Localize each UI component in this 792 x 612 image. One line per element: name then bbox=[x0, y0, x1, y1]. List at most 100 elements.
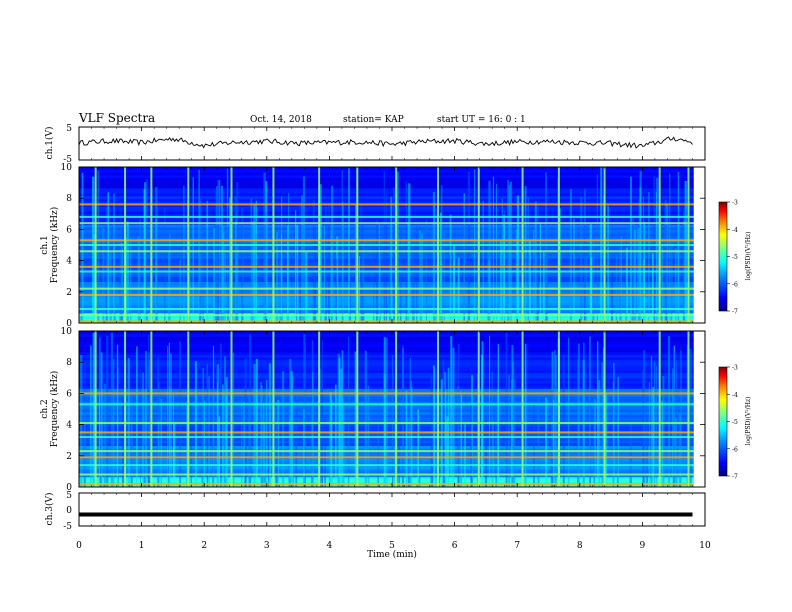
spectrogram-streak bbox=[229, 197, 231, 323]
spectrogram-streak bbox=[360, 204, 362, 323]
spectrogram-streak bbox=[402, 345, 404, 487]
spectrogram-streak bbox=[220, 343, 222, 487]
spectrogram-streak bbox=[491, 371, 493, 487]
colorbar-tick-label: -7 bbox=[732, 309, 738, 316]
spectrogram-row bbox=[79, 458, 705, 462]
spectrogram-streak bbox=[457, 257, 460, 323]
spectrogram-band bbox=[79, 392, 705, 395]
spectrogram-streak bbox=[416, 222, 418, 323]
spectrogram-streak bbox=[417, 409, 420, 487]
spectrogram-streak bbox=[106, 336, 109, 487]
spectrogram-streak bbox=[477, 373, 479, 487]
spectrogram-streak bbox=[319, 184, 322, 323]
spectrogram-row bbox=[79, 432, 705, 436]
spectrogram-streak bbox=[620, 235, 622, 323]
spectrogram-band bbox=[79, 244, 705, 246]
spectrogram-streak bbox=[215, 194, 218, 323]
spectrogram-streak bbox=[255, 200, 257, 323]
spectrogram-streak bbox=[625, 247, 628, 323]
time-tick-label: 3 bbox=[264, 541, 270, 551]
spectrogram-streak bbox=[492, 420, 494, 487]
spectrogram-streak bbox=[81, 172, 84, 323]
spectrogram-streak bbox=[324, 206, 327, 323]
spectrogram-streak bbox=[89, 345, 92, 487]
spectrogram-streak bbox=[650, 356, 653, 487]
spectrogram-streak bbox=[643, 350, 646, 487]
spectrogram-streak bbox=[290, 371, 293, 487]
spectrogram-streak bbox=[577, 343, 580, 487]
spectrogram-row bbox=[79, 370, 705, 374]
spectrogram-streak bbox=[503, 214, 505, 323]
spectrogram-streak bbox=[605, 394, 608, 487]
spectrogram-streak bbox=[222, 384, 224, 487]
spectrogram-row bbox=[79, 336, 705, 340]
spectrogram-streak bbox=[253, 203, 256, 323]
ch1-spectrogram-panel: 0 2 4 6 8 10 ch.1 Frequency (kHz) bbox=[40, 163, 706, 329]
spectrogram-streak bbox=[279, 258, 282, 323]
frequency-tick-label: 0 bbox=[66, 483, 72, 493]
spectrogram-streak bbox=[534, 201, 537, 323]
spectrogram-row bbox=[79, 461, 705, 465]
spectrogram-streak bbox=[550, 390, 553, 487]
spectrogram-streak bbox=[312, 372, 314, 487]
spectrogram-row bbox=[79, 185, 705, 189]
ch3-waveform-ticks bbox=[78, 493, 706, 526]
spectrogram-row bbox=[79, 354, 705, 358]
spectrogram-impulse bbox=[356, 167, 359, 323]
spectrogram-streak bbox=[328, 205, 330, 323]
spectrogram-row bbox=[79, 416, 705, 420]
spectrogram-streak bbox=[168, 233, 171, 323]
frequency-tick-label: 10 bbox=[61, 327, 73, 337]
spectrogram-row bbox=[79, 448, 705, 452]
spectrogram-impulse bbox=[437, 167, 440, 323]
spectrogram-band bbox=[79, 456, 705, 459]
time-tick-label: 6 bbox=[452, 541, 458, 551]
spectrogram-streak bbox=[130, 393, 133, 487]
spectrogram-impulse bbox=[94, 167, 97, 323]
spectrogram-streak bbox=[168, 250, 170, 323]
spectrogram-streak bbox=[250, 198, 253, 323]
spectrogram-streak bbox=[435, 405, 437, 487]
frequency-tick-label: 4 bbox=[66, 257, 72, 267]
spectrogram-streak bbox=[98, 391, 100, 487]
spectrogram-band bbox=[79, 293, 705, 296]
spectrogram-impulse bbox=[521, 331, 524, 487]
spectrogram-streak bbox=[304, 342, 306, 487]
spectrogram-streak bbox=[537, 397, 540, 487]
spectrogram-band bbox=[79, 250, 705, 253]
spectrogram-row bbox=[79, 414, 705, 418]
spectrogram-row bbox=[79, 468, 705, 472]
ch1-waveform-ticks bbox=[78, 127, 706, 160]
spectrogram-streak bbox=[102, 228, 105, 323]
spectrogram-impulse bbox=[437, 331, 440, 487]
spectrogram-streak bbox=[452, 244, 456, 323]
ch2-colorbar-gradient bbox=[718, 366, 728, 477]
spectrogram-streak bbox=[314, 227, 317, 323]
spectrogram-streak bbox=[596, 174, 598, 323]
spectrogram-impulse bbox=[658, 331, 661, 487]
spectrogram-row bbox=[79, 466, 705, 470]
spectrogram-streak bbox=[303, 409, 305, 487]
spectrogram-streak bbox=[648, 382, 650, 487]
spectrogram-streak bbox=[277, 400, 280, 487]
spectrogram-row bbox=[79, 364, 705, 368]
spectrogram-streak bbox=[92, 176, 95, 323]
spectrogram-row bbox=[79, 341, 705, 345]
time-tick-label: 7 bbox=[514, 541, 520, 551]
spectrogram-streak bbox=[137, 236, 140, 323]
ch3-waveform-frame bbox=[78, 492, 706, 527]
spectrogram-streak bbox=[106, 245, 108, 323]
spectrogram-streak bbox=[593, 396, 595, 487]
spectrogram-streak bbox=[607, 205, 609, 323]
spectrogram-streak bbox=[545, 397, 548, 487]
frequency-tick-label: 8 bbox=[66, 358, 72, 368]
spectrogram-streak bbox=[482, 200, 484, 323]
ch1-spectrogram-image bbox=[79, 167, 705, 323]
spectrogram-streak bbox=[168, 342, 170, 487]
spectrogram-streak bbox=[500, 241, 503, 323]
spectrogram-streak bbox=[299, 205, 302, 323]
spectrogram-streak bbox=[562, 354, 565, 487]
spectrogram-streak bbox=[289, 417, 291, 487]
ch1-spectrogram-ticks: 0 2 4 6 8 10 bbox=[61, 163, 706, 329]
